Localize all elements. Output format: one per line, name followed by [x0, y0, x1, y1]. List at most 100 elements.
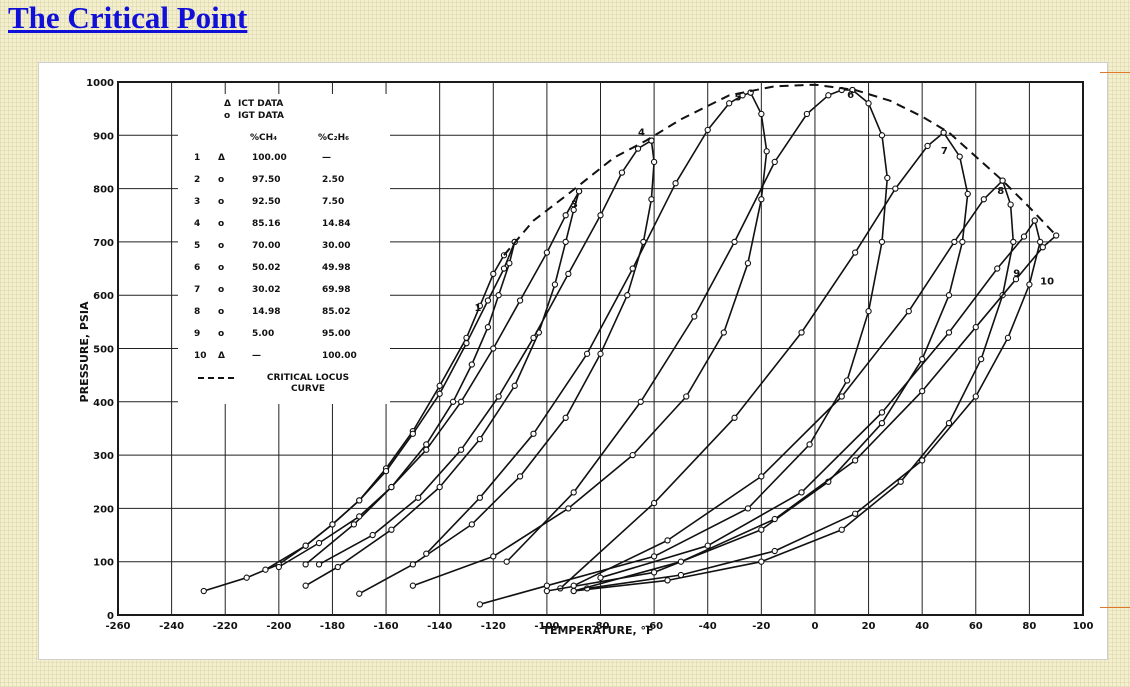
- series-7-point: [919, 356, 926, 363]
- series-4-point: [624, 292, 631, 299]
- series-4-point: [315, 561, 323, 568]
- series-5-point: [726, 100, 733, 107]
- series-5-bubble-line: [425, 91, 751, 555]
- series-9-point: [597, 574, 604, 581]
- series-4-point: [648, 137, 655, 144]
- series-8-point: [1010, 238, 1017, 246]
- series-10-point: [677, 558, 685, 565]
- series-6-bubble-line: [506, 89, 853, 563]
- series-9-point: [1036, 238, 1044, 246]
- series-7-point: [650, 499, 658, 507]
- series-6-dew-line: [479, 89, 889, 606]
- series-4-point: [415, 494, 422, 501]
- series-4-point: [650, 158, 658, 166]
- x-tick-label: -120: [481, 621, 506, 632]
- series-7-point: [945, 292, 953, 299]
- series-7-point: [798, 329, 805, 336]
- series-3-point: [457, 398, 465, 405]
- page-title[interactable]: The Critical Point: [8, 0, 248, 35]
- series-6-point: [637, 398, 644, 405]
- y-tick-label: 700: [93, 238, 114, 249]
- series-10-point: [1012, 276, 1020, 283]
- legend-row-c2h6: 30.00: [322, 241, 350, 251]
- series-9-point: [852, 510, 859, 517]
- series-6-point: [843, 377, 851, 384]
- curve-label-3: 3: [571, 199, 578, 210]
- curve-label-10: 10: [1040, 277, 1054, 288]
- legend-row-c2h6: 69.98: [322, 285, 350, 295]
- series-5-point: [672, 180, 679, 187]
- series-1-point: [490, 270, 497, 278]
- x-tick-label: -200: [266, 621, 291, 632]
- critical-locus-line: [503, 83, 1057, 256]
- y-tick-label: 200: [93, 504, 114, 515]
- series-9-dew-line: [586, 220, 1041, 590]
- series-1-point: [243, 574, 250, 581]
- series-4-point: [530, 334, 537, 341]
- series-4-point: [565, 270, 572, 278]
- x-tick-label: -60: [645, 621, 663, 632]
- series-3-point: [423, 446, 430, 453]
- series-2-point: [484, 297, 492, 304]
- legend-row-id: 3: [194, 197, 200, 207]
- legend-row-symbol: o: [218, 241, 224, 251]
- series-2-point: [262, 566, 269, 573]
- series-8-point: [570, 582, 577, 589]
- series-9-point: [1031, 217, 1038, 224]
- series-3-point: [575, 188, 583, 195]
- series-2-point: [302, 561, 309, 568]
- series-6-point: [884, 174, 891, 182]
- series-9-point: [704, 542, 711, 549]
- axis-ticks: -260 -240 -220 -200 -180 -160 -140 -120 -100 -80-…: [86, 78, 1093, 632]
- series-4-point: [516, 473, 524, 480]
- legend-header-ch4: %CH₄: [250, 133, 277, 143]
- curve-label-7: 7: [941, 146, 948, 157]
- x-tick-label: 60: [969, 621, 983, 632]
- series-7-point: [892, 185, 899, 192]
- legend-header-c2h6: %C₂H₆: [318, 133, 349, 143]
- series-3-point: [388, 526, 395, 533]
- x-tick-label: -240: [159, 621, 184, 632]
- series-2-point: [436, 390, 443, 397]
- series-6-point: [803, 110, 811, 118]
- legend-row-id: 8: [194, 307, 200, 317]
- series-2-point: [463, 340, 470, 347]
- curve-labels: 1 3 4 5 6 7 8 9 10: [475, 90, 1055, 314]
- legend-row-ch4: 14.98: [252, 307, 280, 317]
- legend-row-c2h6: 100.00: [322, 351, 357, 361]
- series-10-point: [771, 515, 778, 523]
- curve-label-9: 9: [1013, 269, 1020, 280]
- legend-row-ch4: 100.00: [252, 153, 287, 163]
- series-9-bubble-line: [600, 220, 1036, 579]
- curve-label-4: 4: [638, 127, 645, 138]
- series-5-point: [629, 451, 636, 459]
- series-9-point: [945, 329, 953, 336]
- series-3-point: [562, 212, 569, 219]
- legend-ict-symbol: Δ: [224, 99, 231, 109]
- series-2-point: [409, 430, 417, 437]
- series-3-point: [275, 563, 282, 571]
- series-5-point: [490, 553, 497, 560]
- y-tick-label: 1000: [86, 78, 114, 89]
- series-5-point: [763, 148, 770, 155]
- series-7-point: [940, 129, 947, 136]
- series-9-point: [878, 409, 886, 416]
- series-6-point: [476, 601, 484, 608]
- series-4-point: [356, 590, 363, 597]
- series-8-point: [897, 478, 904, 485]
- series-2-point: [356, 497, 363, 504]
- y-tick-label: 800: [93, 185, 114, 196]
- legend-row-symbol: o: [218, 197, 224, 207]
- series-6-point: [865, 308, 872, 315]
- x-tick-label: -220: [213, 621, 238, 632]
- x-tick-label: 0: [811, 621, 818, 632]
- series-5-point: [476, 494, 484, 501]
- series-9-point: [1020, 233, 1028, 240]
- x-tick-label: 40: [915, 621, 929, 632]
- series-8-point: [664, 577, 671, 584]
- legend-row-symbol: o: [218, 285, 224, 295]
- legend-row-ch4: 70.00: [252, 241, 280, 251]
- phase-envelope-chart: -260 -240 -220 -200 -180 -160 -140 -120 -100 -80-…: [78, 78, 1093, 637]
- series-6-point: [570, 489, 577, 496]
- legend-row-ch4: —: [252, 351, 261, 361]
